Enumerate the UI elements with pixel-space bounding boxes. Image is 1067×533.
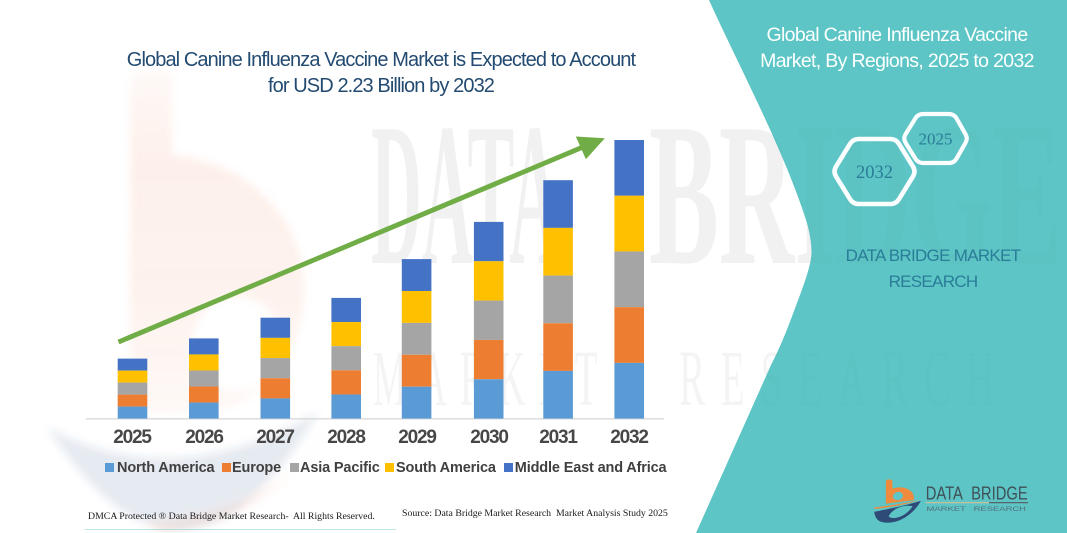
svg-text:DATA BRIDGE: DATA BRIDGE <box>926 482 1028 503</box>
svg-text:2032: 2032 <box>856 163 893 183</box>
svg-text:MARKET RESEARCH: MARKET RESEARCH <box>927 506 1027 513</box>
svg-text:2025: 2025 <box>919 130 953 149</box>
